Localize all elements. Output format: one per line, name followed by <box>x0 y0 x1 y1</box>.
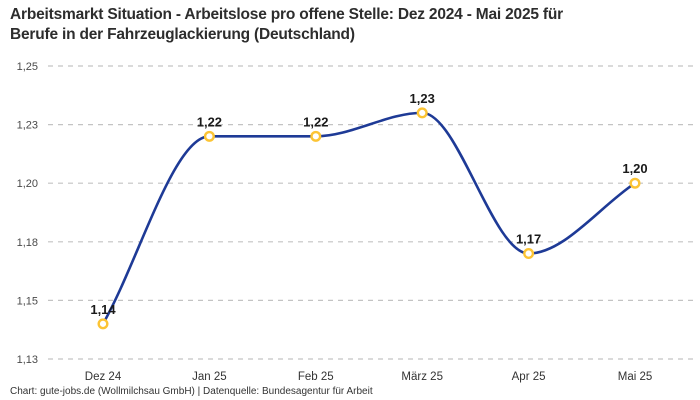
y-axis-tick-label: 1,18 <box>17 237 38 249</box>
x-axis-tick-label: März 25 <box>401 371 443 383</box>
data-point-marker <box>629 177 641 189</box>
trend-line <box>101 111 637 326</box>
x-axis-tick-label: Apr 25 <box>512 371 546 383</box>
y-axis-tick-label: 1,20 <box>17 178 38 190</box>
x-axis-tick-label: Dez 24 <box>85 371 122 383</box>
data-point-marker <box>97 318 109 330</box>
data-point-marker <box>310 130 322 142</box>
data-point-label: 1,14 <box>90 302 116 317</box>
chart-title: Arbeitsmarkt Situation - Arbeitslose pro… <box>10 5 682 45</box>
data-point-marker <box>416 107 428 119</box>
y-axis-tick-label: 1,15 <box>17 295 38 307</box>
data-point-marker <box>203 130 215 142</box>
data-point-label: 1,20 <box>622 161 647 176</box>
chart-source-attribution: Chart: gute-jobs.de (Wollmilchsau GmbH) … <box>10 386 373 397</box>
y-axis-tick-label: 1,23 <box>17 120 38 132</box>
y-axis-tick-label: 1,25 <box>17 61 38 73</box>
x-axis-tick-label: Jan 25 <box>192 371 227 383</box>
chart-title-line-1: Arbeitsmarkt Situation - Arbeitslose pro… <box>10 6 563 23</box>
x-axis-tick-label: Mai 25 <box>618 371 653 383</box>
data-point-label: 1,22 <box>197 114 222 129</box>
chart-title-line-2: Berufe in der Fahrzeuglackierung (Deutsc… <box>10 26 355 43</box>
data-point-label: 1,23 <box>410 91 435 106</box>
data-point-marker <box>523 248 535 260</box>
x-axis-tick-label: Feb 25 <box>298 371 334 383</box>
data-point-label: 1,22 <box>303 114 328 129</box>
y-axis-tick-label: 1,13 <box>17 354 38 366</box>
data-point-label: 1,17 <box>516 232 541 247</box>
